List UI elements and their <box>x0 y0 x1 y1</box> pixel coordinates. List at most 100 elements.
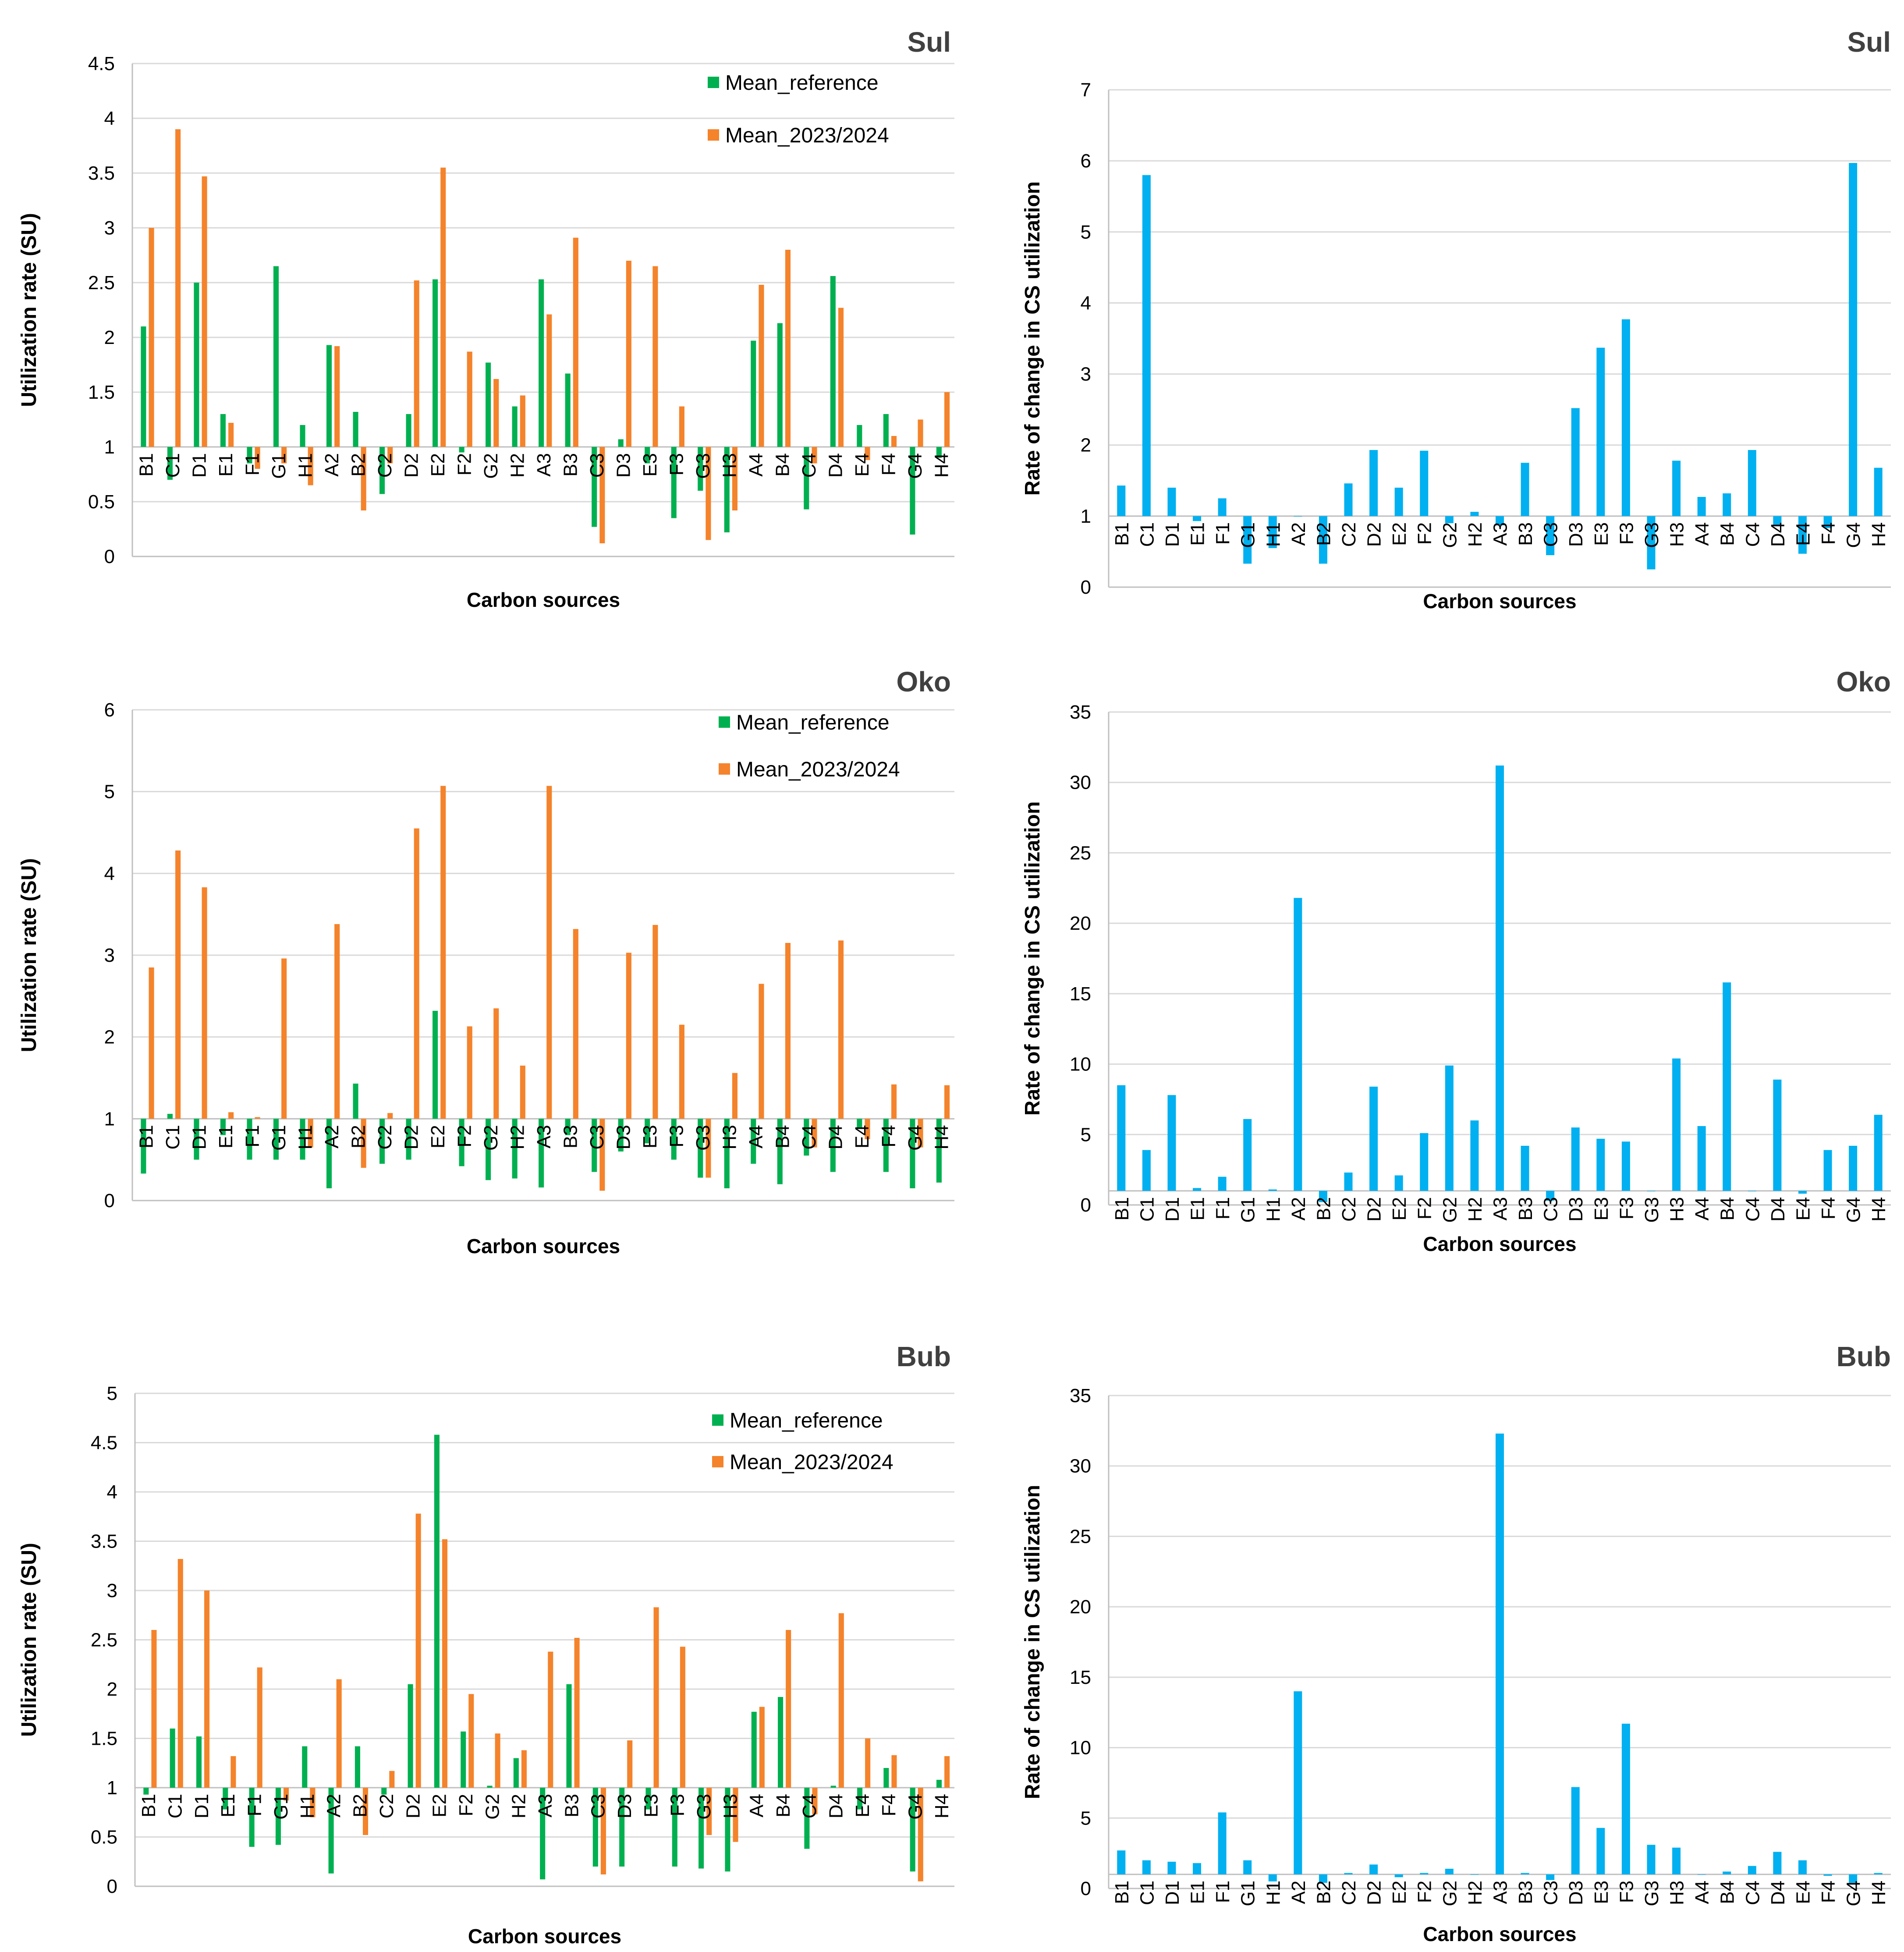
legend-label: Mean_reference <box>725 71 879 95</box>
bar-reference-c3 <box>592 1119 597 1172</box>
x-category-label: H2 <box>1464 1881 1486 1905</box>
bar-rate-d2 <box>1369 1864 1378 1874</box>
bar-current-c3 <box>599 447 605 543</box>
bar-reference-e4 <box>857 1788 863 1810</box>
x-category-label: B4 <box>773 1794 794 1817</box>
bar-reference-b2 <box>353 412 358 447</box>
bar-current-b4 <box>785 250 791 447</box>
bar-rate-b2 <box>1319 1874 1327 1883</box>
bar-rate-d3 <box>1571 1787 1580 1874</box>
bar-rate-h1 <box>1268 1874 1277 1881</box>
bar-reference-f4 <box>883 414 889 447</box>
bar-reference-c1 <box>167 1114 173 1119</box>
x-category-label: A2 <box>321 453 343 477</box>
bar-reference-a4 <box>751 1119 756 1164</box>
x-category-label: H1 <box>294 453 316 478</box>
bar-rate-c1 <box>1142 1860 1151 1874</box>
x-category-label: E2 <box>1389 1197 1410 1221</box>
bar-rate-e3 <box>1596 1138 1605 1191</box>
y-tick-label: 20 <box>1070 913 1091 934</box>
bar-rate-a3 <box>1495 765 1504 1191</box>
x-category-label: D2 <box>1364 1881 1385 1905</box>
bar-rate-d1 <box>1167 1095 1176 1191</box>
bar-current-a3 <box>546 314 552 447</box>
x-axis-label: Carbon sources <box>1423 1923 1576 1945</box>
x-category-label: E2 <box>1389 522 1410 546</box>
bar-current-b1 <box>151 1630 157 1788</box>
x-category-label: H2 <box>507 1125 528 1149</box>
sul-utilization-svg: 0 0.5 1 1.5 2 2.5 3 3.5 4 4.5 B1 C1 D1 E1 F1 G1 H1 A2 B2 C2… <box>18 26 954 611</box>
x-category-label: D2 <box>401 453 422 478</box>
bar-current-a4 <box>759 285 764 447</box>
bar-rate-b4 <box>1723 1871 1731 1874</box>
bar-current-d2 <box>414 280 419 447</box>
y-tick-label: 4 <box>1081 292 1091 314</box>
y-tick-label: 4 <box>107 1481 117 1503</box>
x-category-label: A4 <box>1691 1881 1713 1904</box>
bar-rate-h3 <box>1672 1847 1681 1874</box>
bar-reference-h2 <box>512 406 518 447</box>
bar-reference-b1 <box>143 1788 149 1795</box>
bar-current-g2 <box>495 1733 500 1788</box>
bar-reference-h3 <box>724 447 730 532</box>
bar-current-d2 <box>414 828 419 1119</box>
bar-reference-g1 <box>273 266 279 447</box>
x-category-label: E2 <box>1389 1881 1410 1904</box>
legend-swatch-current <box>708 129 719 141</box>
x-category-label: G3 <box>692 453 714 479</box>
bar-current-h1 <box>308 447 313 485</box>
x-category-label: A2 <box>1288 1881 1309 1904</box>
y-tick-label: 0.5 <box>88 491 115 513</box>
x-category-label: F4 <box>1818 1881 1839 1903</box>
bar-rate-g2 <box>1445 1065 1454 1191</box>
bar-current-g4 <box>918 1119 923 1148</box>
x-category-label: C2 <box>374 453 396 478</box>
bar-current-h2 <box>521 1750 527 1788</box>
bar-reference-b3 <box>566 1684 572 1788</box>
chart-title: Sul <box>907 26 951 58</box>
x-category-label: A3 <box>1490 1881 1511 1904</box>
x-category-label: D3 <box>1565 1881 1587 1905</box>
chart-panel-oko-utilization: 0 1 2 3 4 5 6 B1 C1 D1 E1 F1 G1 H1 A2 B2 C2 D2 E2 F2 G2 H2 A3 B… <box>0 640 964 1266</box>
bar-reference-c2 <box>379 447 385 494</box>
x-category-label: B2 <box>1313 522 1334 546</box>
y-tick-label: 5 <box>107 1383 117 1404</box>
x-category-label: G3 <box>693 1794 715 1820</box>
bar-current-a4 <box>759 1707 765 1788</box>
x-category-label: E4 <box>1792 1197 1814 1221</box>
bar-reference-d4 <box>830 1119 836 1172</box>
x-category-label: E4 <box>851 453 873 477</box>
x-category-label: D4 <box>825 1125 847 1149</box>
y-tick-label: 3.5 <box>91 1531 117 1552</box>
bar-rate-d2 <box>1369 1087 1378 1191</box>
bar-current-b4 <box>786 1630 791 1788</box>
bar-current-a2 <box>334 346 340 447</box>
bar-current-b2 <box>361 447 366 510</box>
bar-rate-c2 <box>1344 1873 1353 1874</box>
x-category-label: H4 <box>1868 1881 1890 1905</box>
x-category-label: A4 <box>745 1125 767 1148</box>
x-category-label: H1 <box>297 1794 318 1818</box>
bar-rate-c3 <box>1546 1190 1555 1201</box>
y-tick-label: 2.5 <box>91 1630 117 1651</box>
x-category-label: F1 <box>1212 1197 1234 1219</box>
x-category-label: D2 <box>402 1794 424 1818</box>
x-category-label: F1 <box>244 1794 265 1816</box>
x-category-label: D4 <box>1767 522 1789 547</box>
x-category-label: C4 <box>798 1125 820 1149</box>
y-tick-label: 0 <box>1081 1194 1091 1216</box>
x-category-label: G2 <box>1439 1197 1461 1223</box>
x-category-label: B3 <box>560 1125 581 1148</box>
x-category-label: F2 <box>454 1125 475 1147</box>
y-tick-label: 15 <box>1070 1667 1091 1688</box>
bar-rate-a2 <box>1294 898 1302 1191</box>
bar-reference-e3 <box>645 1788 651 1810</box>
bar-current-g4 <box>918 1788 923 1881</box>
x-category-label: H1 <box>294 1125 316 1149</box>
x-category-label: G2 <box>480 453 502 479</box>
x-category-label: H4 <box>931 1125 953 1149</box>
y-axis-label: Rate of change in CS utilization <box>1021 181 1044 496</box>
x-category-label: F4 <box>878 1125 900 1147</box>
bar-reference-f1 <box>247 1119 252 1160</box>
x-category-label: B2 <box>347 1125 369 1148</box>
